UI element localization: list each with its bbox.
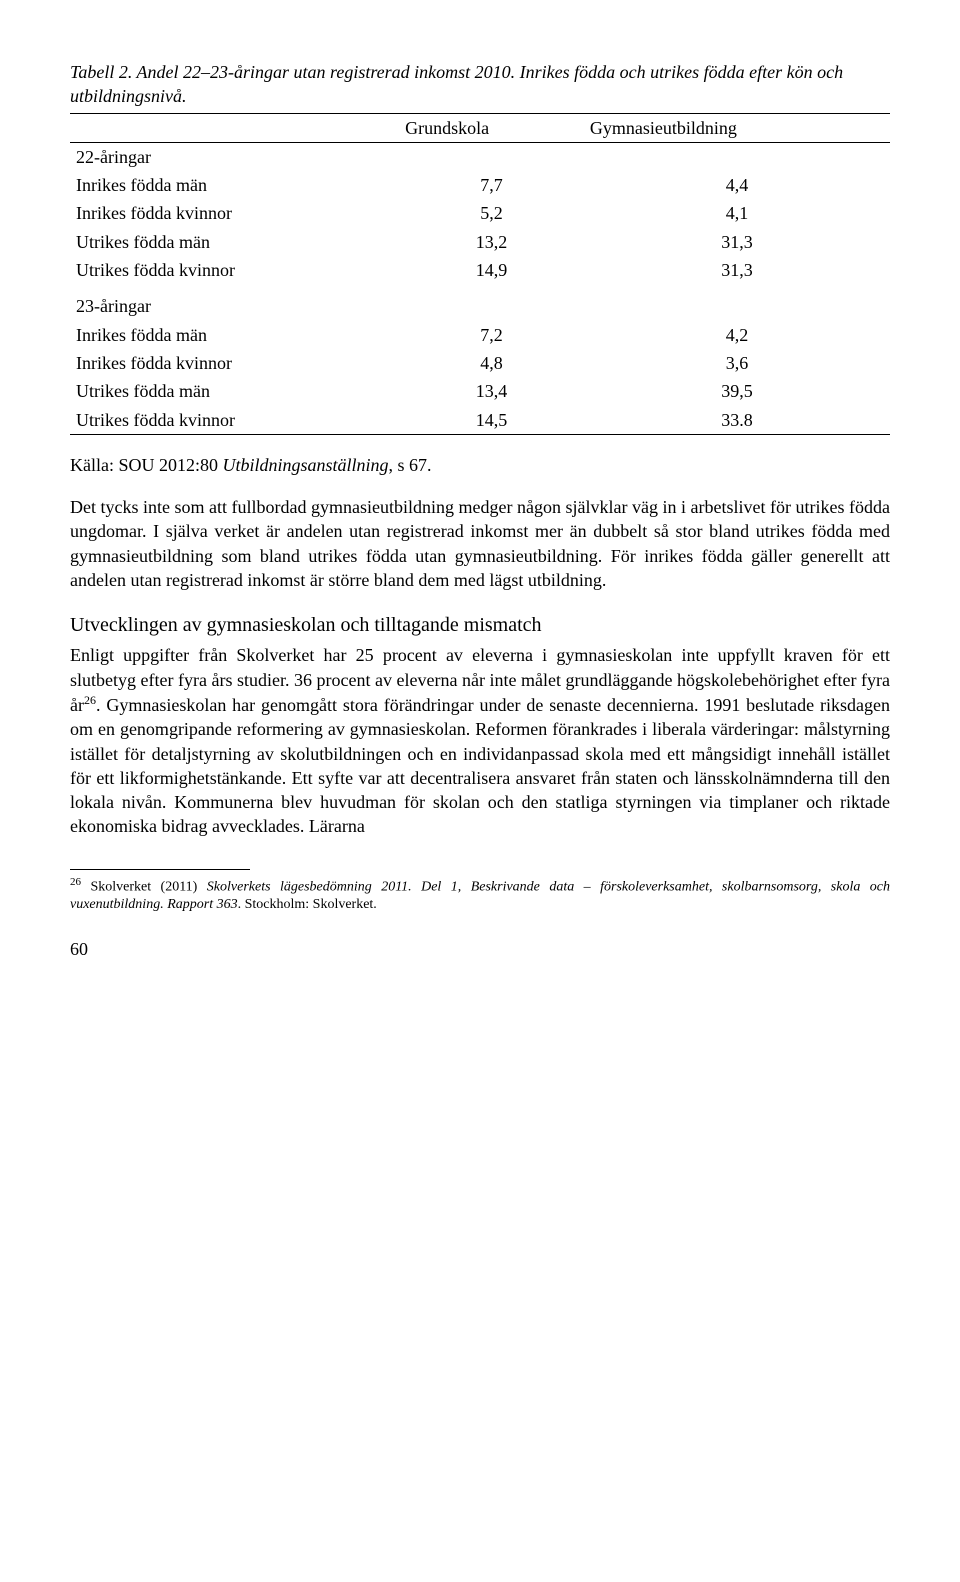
body-paragraph: Enligt uppgifter från Skolverket har 25 … <box>70 643 890 838</box>
cell: 4,1 <box>584 199 890 227</box>
body-paragraph: Det tycks inte som att fullbordad gymnas… <box>70 495 890 592</box>
footnote-text-b: . Stockholm: Skolverket. <box>238 897 377 912</box>
cell: 13,2 <box>399 228 584 256</box>
footnote-text-a: Skolverket (2011) <box>81 879 207 894</box>
footnote-number: 26 <box>70 876 81 888</box>
row-label: Inrikes födda kvinnor <box>70 349 399 377</box>
row-label: Utrikes födda män <box>70 228 399 256</box>
col-header-gymnasie: Gymnasieutbildning <box>584 113 890 142</box>
footnote: 26 Skolverket (2011) Skolverkets lägesbe… <box>70 876 890 914</box>
cell: 14,5 <box>399 406 584 435</box>
section2-label: 23-åringar <box>70 284 399 320</box>
table-row: Utrikes födda män 13,4 39,5 <box>70 377 890 405</box>
para2-part-b: . Gymnasieskolan har genomgått stora för… <box>70 695 890 836</box>
table-row: Inrikes födda män 7,2 4,2 <box>70 321 890 349</box>
section-heading: Utvecklingen av gymnasieskolan och tillt… <box>70 612 890 639</box>
source-line: Källa: SOU 2012:80 Utbildningsanställnin… <box>70 453 890 477</box>
table-row: Utrikes födda kvinnor 14,9 31,3 <box>70 256 890 284</box>
footnote-separator <box>70 869 250 870</box>
row-label: Utrikes födda kvinnor <box>70 256 399 284</box>
table-row: Inrikes födda kvinnor 5,2 4,1 <box>70 199 890 227</box>
cell: 7,7 <box>399 171 584 199</box>
cell: 14,9 <box>399 256 584 284</box>
section1-label: 22-åringar <box>70 142 399 171</box>
cell: 4,8 <box>399 349 584 377</box>
row-label: Inrikes födda män <box>70 321 399 349</box>
col-header-grundskola: Grundskola <box>399 113 584 142</box>
table-row: Utrikes födda män 13,2 31,3 <box>70 228 890 256</box>
cell: 5,2 <box>399 199 584 227</box>
cell: 3,6 <box>584 349 890 377</box>
cell: 39,5 <box>584 377 890 405</box>
footnote-ref: 26 <box>84 693 96 707</box>
row-label: Utrikes födda män <box>70 377 399 405</box>
table-header-row: Grundskola Gymnasieutbildning <box>70 113 890 142</box>
cell: 33.8 <box>584 406 890 435</box>
table-row: Utrikes födda kvinnor 14,5 33.8 <box>70 406 890 435</box>
col-header-blank <box>70 113 399 142</box>
section-label-row: 23-åringar <box>70 284 890 320</box>
row-label: Utrikes födda kvinnor <box>70 406 399 435</box>
section-label-row: 22-åringar <box>70 142 890 171</box>
cell: 4,4 <box>584 171 890 199</box>
table-caption: Tabell 2. Andel 22–23-åringar utan regis… <box>70 60 890 109</box>
source-prefix: Källa: SOU 2012:80 <box>70 455 223 475</box>
source-suffix: , s 67. <box>389 455 432 475</box>
cell: 31,3 <box>584 228 890 256</box>
cell: 4,2 <box>584 321 890 349</box>
cell: 13,4 <box>399 377 584 405</box>
data-table: Grundskola Gymnasieutbildning 22-åringar… <box>70 113 890 435</box>
row-label: Inrikes födda män <box>70 171 399 199</box>
page-number: 60 <box>70 937 890 961</box>
cell: 7,2 <box>399 321 584 349</box>
row-label: Inrikes födda kvinnor <box>70 199 399 227</box>
table-row: Inrikes födda män 7,7 4,4 <box>70 171 890 199</box>
cell: 31,3 <box>584 256 890 284</box>
table-row: Inrikes födda kvinnor 4,8 3,6 <box>70 349 890 377</box>
source-title: Utbildningsanställning <box>223 455 389 475</box>
